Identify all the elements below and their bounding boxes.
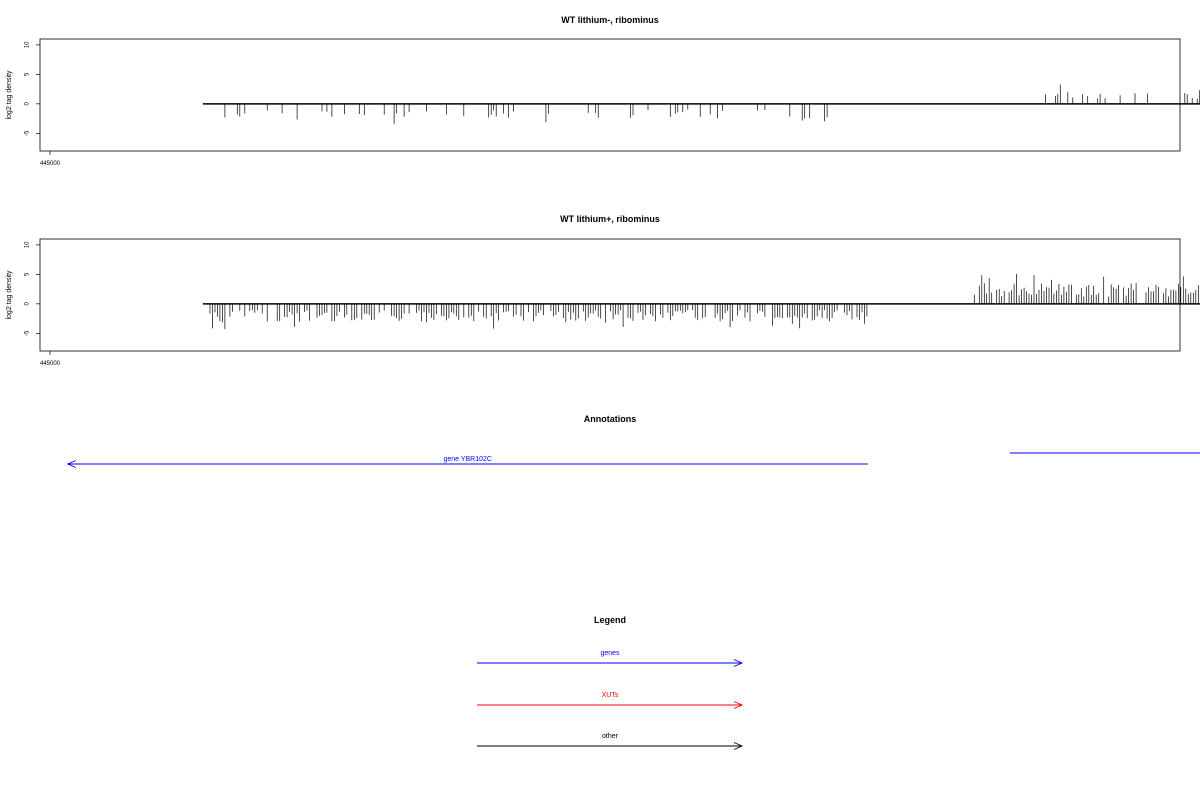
legend-arrow-head bbox=[733, 701, 744, 709]
legend-label: genes bbox=[600, 650, 620, 657]
track-panel-lithium-plus: WT lithium+, ribominus log2 tag density … bbox=[6, 214, 1200, 367]
y-tick-label: 0 bbox=[25, 302, 31, 306]
legend-label: other bbox=[602, 733, 619, 740]
legend-arrow-head bbox=[733, 659, 744, 667]
y-tick-label: 10 bbox=[25, 241, 31, 248]
y-tick-label: 5 bbox=[25, 72, 31, 76]
y-axis: 10 5 0 -5 bbox=[25, 241, 40, 336]
annotations-title: Annotations bbox=[584, 414, 637, 424]
annotation-features: gene YBR102Cgene YBR103Wgene YBR103C-Age… bbox=[66, 452, 1200, 468]
y-axis-label: log2 tag density bbox=[6, 270, 13, 320]
feature-label: gene YBR102C bbox=[443, 456, 492, 463]
y-axis-label: log2 tag density bbox=[6, 70, 13, 120]
y-tick-label: 10 bbox=[25, 41, 31, 48]
y-tick-label: 5 bbox=[25, 272, 31, 276]
legend-panel: Legend genes XUTs other bbox=[477, 615, 744, 750]
legend-label: XUTs bbox=[602, 692, 619, 699]
x-tick-label: 445000 bbox=[40, 161, 61, 167]
y-axis: 10 5 0 -5 bbox=[25, 41, 40, 136]
track-panel-lithium-minus: WT lithium-, ribominus log2 tag density … bbox=[6, 15, 1200, 167]
legend-arrow-head bbox=[733, 742, 744, 750]
feature-arrow-head bbox=[66, 460, 76, 468]
x-axis: 445000450000455000460000 bbox=[40, 351, 61, 367]
x-axis: 445000450000455000460000 bbox=[40, 151, 61, 167]
y-tick-label: 0 bbox=[25, 102, 31, 106]
legend-title: Legend bbox=[594, 615, 626, 625]
y-tick-label: -5 bbox=[25, 330, 31, 336]
annotations-panel: Annotations gene YBR102Cgene YBR103Wgene… bbox=[66, 414, 1200, 468]
plot-frame bbox=[39, 38, 1181, 152]
x-tick-label: 445000 bbox=[40, 361, 61, 367]
legend-items: genes XUTs other bbox=[477, 650, 744, 750]
signal-bars bbox=[224, 84, 1200, 125]
plot-frame bbox=[39, 238, 1181, 352]
signal-bars bbox=[209, 273, 1199, 330]
panel-title: WT lithium-, ribominus bbox=[561, 15, 659, 25]
y-tick-label: -5 bbox=[25, 130, 31, 136]
panel-title: WT lithium+, ribominus bbox=[560, 214, 660, 224]
